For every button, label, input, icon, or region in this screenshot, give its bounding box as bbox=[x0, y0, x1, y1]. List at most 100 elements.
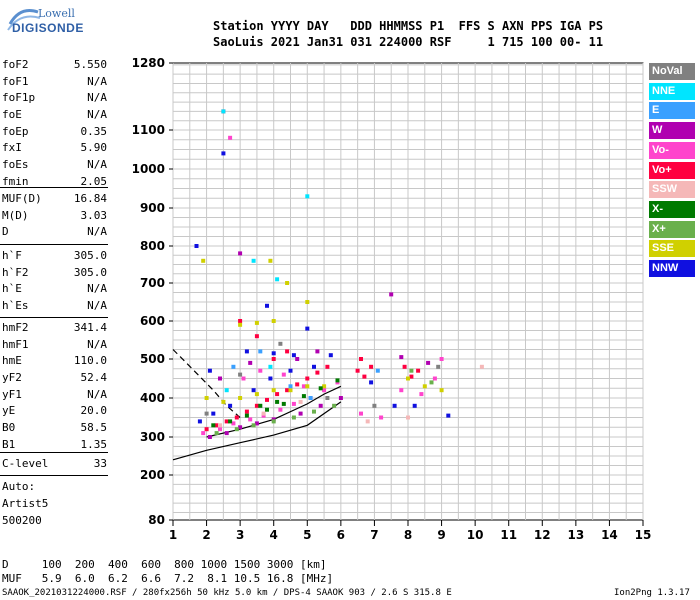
echo-point bbox=[248, 360, 253, 365]
echo-point bbox=[228, 419, 233, 424]
echo-point bbox=[312, 364, 316, 369]
param-value: 20.0 bbox=[80, 404, 108, 418]
x-tick-labels: 1 2 3 4 5 6 7 8 9 10 11 12 13 14 15 bbox=[169, 520, 651, 542]
echo-point bbox=[295, 382, 300, 387]
param-name: h`F2 bbox=[2, 265, 29, 279]
y-tick-label: 900 bbox=[140, 201, 165, 215]
param-name: h`F bbox=[2, 249, 22, 262]
param-value: 341.4 bbox=[73, 321, 107, 334]
echo-point bbox=[204, 396, 209, 400]
y-tick-label: 800 bbox=[140, 239, 165, 253]
echo-point bbox=[244, 413, 249, 418]
x-tick-label: 14 bbox=[601, 528, 618, 542]
x-tick-label: 8 bbox=[404, 528, 412, 542]
echo-point bbox=[194, 244, 199, 248]
param-row: hmE 110.0 bbox=[0, 353, 165, 370]
param-name: foE bbox=[2, 108, 22, 122]
footer-muf-row: MUF 5.9 6.0 6.2 6.6 7.2 8.1 10.5 16.8 [M… bbox=[2, 572, 334, 585]
echo-point bbox=[254, 421, 259, 426]
param-row: foEp 0.35 bbox=[0, 124, 165, 141]
echo-point bbox=[254, 320, 259, 325]
echo-point bbox=[238, 319, 243, 323]
echo-point bbox=[369, 364, 374, 369]
echo-point bbox=[308, 396, 313, 400]
echo-point bbox=[318, 386, 323, 391]
auto-label: Auto: bbox=[2, 480, 36, 493]
param-value: N/A bbox=[87, 225, 107, 239]
echo-point bbox=[285, 349, 290, 354]
echo-point bbox=[214, 431, 219, 436]
echo-point bbox=[265, 303, 269, 308]
echo-point bbox=[369, 380, 374, 385]
param-name: yE bbox=[2, 404, 16, 418]
echo-point bbox=[248, 417, 253, 422]
param-name: foF1 bbox=[2, 74, 29, 88]
echo-point bbox=[312, 409, 316, 414]
echo-point bbox=[322, 384, 327, 389]
y-tick-label: 80 bbox=[148, 513, 165, 527]
echo-point bbox=[211, 411, 216, 416]
echo-point bbox=[271, 351, 276, 356]
echo-point bbox=[291, 415, 296, 420]
echo-point bbox=[238, 251, 243, 256]
echo-point bbox=[214, 423, 219, 428]
echo-point bbox=[318, 403, 323, 408]
param-value: 305.0 bbox=[73, 249, 107, 262]
echo-point bbox=[221, 399, 226, 404]
echo-point bbox=[221, 109, 226, 114]
profile-curve bbox=[172, 401, 342, 461]
echo-point bbox=[218, 423, 222, 428]
logo-text-lowell: Lowell bbox=[38, 7, 75, 20]
echo-point bbox=[271, 419, 276, 424]
logo-text-digisonde: DIGISONDE bbox=[12, 21, 84, 35]
params-separator bbox=[0, 187, 108, 188]
param-name: foF2 bbox=[2, 58, 29, 71]
logo-swoosh-icon bbox=[7, 9, 41, 31]
y-tick-label: 500 bbox=[140, 352, 165, 366]
echo-point bbox=[281, 372, 286, 377]
echo-point bbox=[325, 364, 330, 369]
param-row: foF1 N/A bbox=[0, 74, 165, 91]
x-tick-label: 1 bbox=[169, 528, 177, 542]
echo-point bbox=[251, 423, 256, 428]
echo-point bbox=[416, 368, 421, 373]
x-tick-label: 2 bbox=[202, 528, 210, 542]
param-row: B0 58.5 bbox=[0, 420, 165, 437]
legend-item: E bbox=[649, 102, 695, 120]
x-tick-label: 5 bbox=[303, 528, 311, 542]
echo-point bbox=[439, 357, 444, 361]
echo-point bbox=[325, 396, 330, 400]
echo-point bbox=[419, 392, 424, 397]
y-tick-label: 1280 bbox=[132, 56, 165, 70]
echo-point bbox=[362, 374, 367, 379]
param-value: 110.0 bbox=[73, 354, 107, 368]
echo-point bbox=[298, 399, 303, 404]
y-tick-label: 1100 bbox=[132, 123, 165, 137]
echo-point bbox=[275, 277, 280, 282]
echo-point bbox=[399, 355, 404, 360]
echo-point bbox=[412, 403, 417, 408]
param-row: yF2 52.4 bbox=[0, 370, 165, 387]
param-name: hmE bbox=[2, 354, 22, 368]
y-tick-label: 1000 bbox=[132, 162, 165, 176]
param-name: yF1 bbox=[2, 387, 22, 401]
header-values: SaoLuis 2021 Jan31 031 224000 RSF 1 715 … bbox=[213, 35, 604, 49]
param-value: N/A bbox=[87, 299, 107, 313]
footer-file-info: SAAOK_2021031224000.RSF / 280fx256h 50 k… bbox=[2, 588, 452, 598]
x-tick-label: 10 bbox=[467, 528, 484, 542]
param-row: h`E N/A bbox=[0, 281, 165, 298]
x-tick-label: 6 bbox=[337, 528, 345, 542]
echo-point bbox=[288, 368, 293, 373]
param-value: 52.4 bbox=[80, 371, 108, 385]
header-labels: Station YYYY DAY DDD HHMMSS P1 FFS S AXN… bbox=[213, 19, 604, 33]
echo-point bbox=[268, 258, 273, 263]
echo-point bbox=[211, 423, 216, 428]
echo-point bbox=[335, 378, 340, 383]
param-value: N/A bbox=[87, 282, 107, 296]
echo-point bbox=[301, 384, 306, 389]
echo-point bbox=[359, 357, 363, 361]
param-name: h`E bbox=[2, 282, 22, 296]
echo-point bbox=[231, 421, 236, 426]
echo-point bbox=[244, 409, 249, 414]
echo-point bbox=[406, 415, 410, 420]
